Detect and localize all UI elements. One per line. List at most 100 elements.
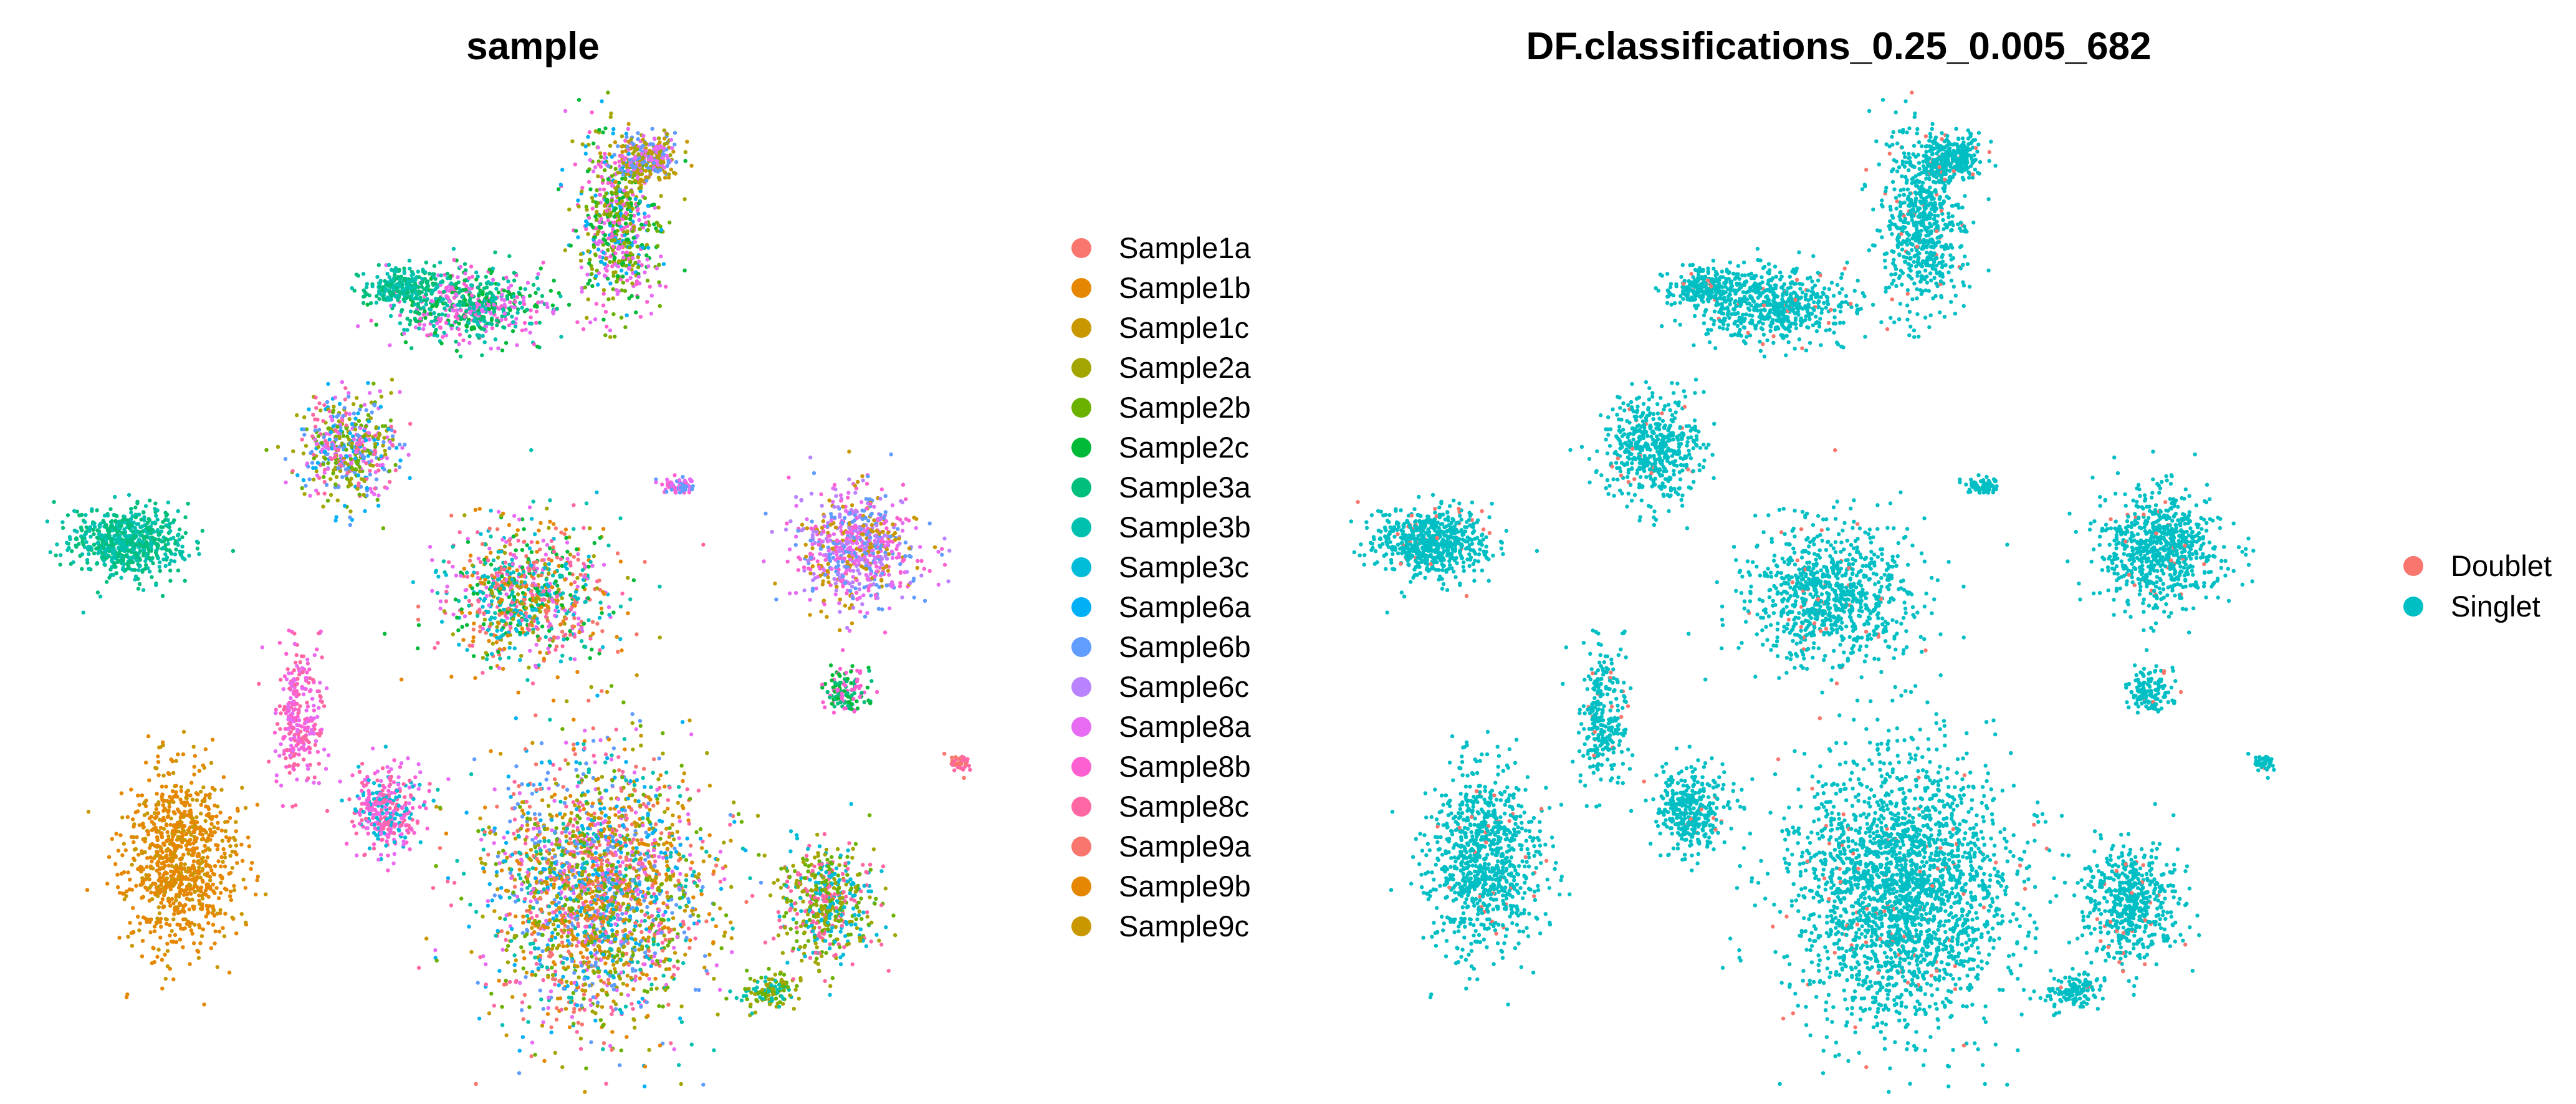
cell-point [486, 610, 491, 614]
cell-point [793, 591, 798, 595]
cell-point [916, 559, 920, 563]
cell-point [911, 576, 916, 581]
cell-point [496, 582, 500, 587]
cell-point [124, 995, 129, 1000]
cell-point [209, 761, 214, 766]
cell-point [531, 499, 535, 504]
cell-point [408, 779, 412, 783]
cell-point [107, 855, 112, 860]
cell-point [154, 807, 159, 812]
cell-point [306, 776, 310, 780]
cell-point [560, 644, 565, 648]
cell-point [794, 495, 798, 499]
cell-point [130, 944, 135, 948]
cell-point [484, 651, 488, 655]
cell-point [168, 549, 173, 554]
cell-point [177, 537, 181, 542]
cell-point [298, 739, 302, 744]
cell-point [572, 616, 577, 620]
cell-point [397, 828, 401, 833]
cell-point [191, 830, 196, 834]
cell-point [355, 487, 360, 491]
cell-point [526, 557, 531, 562]
cell-point [586, 596, 590, 600]
cell-point [568, 629, 572, 633]
cell-point [851, 575, 855, 579]
cell-point [883, 533, 888, 537]
cell-point [97, 550, 101, 554]
cell-point [845, 536, 850, 541]
cell-point [377, 801, 382, 806]
cell-point [857, 582, 862, 586]
cell-point [846, 703, 851, 708]
cell-point [126, 870, 130, 875]
cell-point [553, 927, 557, 932]
cell-point [167, 772, 171, 777]
cell-point [199, 885, 204, 890]
cell-point [366, 807, 371, 811]
cell-point [74, 537, 79, 541]
cell-point [48, 550, 53, 554]
cell-point [307, 477, 312, 482]
cell-point [484, 631, 488, 635]
cell-point [114, 832, 118, 836]
cell-point [197, 769, 202, 773]
cell-point [430, 588, 434, 593]
cell-point [670, 911, 674, 915]
cell-point [880, 607, 884, 612]
cell-point [297, 718, 302, 722]
cell-point [380, 766, 385, 770]
cell-point [337, 419, 342, 424]
cell-point [573, 590, 578, 594]
cell-point [373, 448, 377, 453]
cell-point [540, 585, 545, 590]
cell-point [219, 787, 224, 792]
cell-point [156, 773, 161, 777]
cell-point [582, 575, 587, 579]
cell-point [355, 433, 360, 438]
cell-point [376, 504, 381, 508]
cell-point [377, 784, 382, 788]
cell-point [154, 920, 159, 925]
cell-point [512, 877, 517, 882]
cell-point [579, 913, 583, 918]
cell-point [315, 749, 320, 754]
cell-point [463, 595, 468, 600]
cell-point [803, 542, 808, 547]
cell-point [647, 1048, 651, 1052]
cell-point [398, 823, 403, 828]
cell-point [500, 598, 504, 602]
cell-point [284, 747, 289, 752]
cell-point [625, 973, 630, 978]
cell-point [503, 613, 508, 618]
cell-point [901, 521, 905, 526]
cell-point [897, 555, 901, 560]
cell-point [547, 650, 552, 655]
cell-point [240, 858, 245, 863]
cell-point [467, 598, 471, 603]
cell-point [860, 602, 864, 607]
cell-point [898, 562, 903, 567]
cell-point [213, 830, 217, 835]
cell-point [232, 838, 237, 842]
cell-point [221, 926, 225, 930]
cell-point [196, 871, 201, 876]
cell-point [408, 816, 412, 820]
cell-point [712, 1048, 716, 1053]
cell-point [888, 606, 892, 611]
cell-point [308, 494, 312, 498]
cell-point [568, 608, 573, 612]
cell-point [854, 529, 858, 533]
cell-point [122, 527, 127, 532]
cell-point [203, 828, 207, 833]
cell-point [136, 568, 141, 572]
cell-point [323, 767, 328, 771]
cell-point [141, 588, 146, 592]
cell-point [143, 885, 148, 890]
cell-point [502, 607, 506, 612]
cell-point [143, 567, 147, 571]
cell-point [532, 566, 536, 570]
cell-point [143, 529, 147, 533]
cell-point [509, 612, 514, 617]
cell-point [549, 626, 554, 631]
